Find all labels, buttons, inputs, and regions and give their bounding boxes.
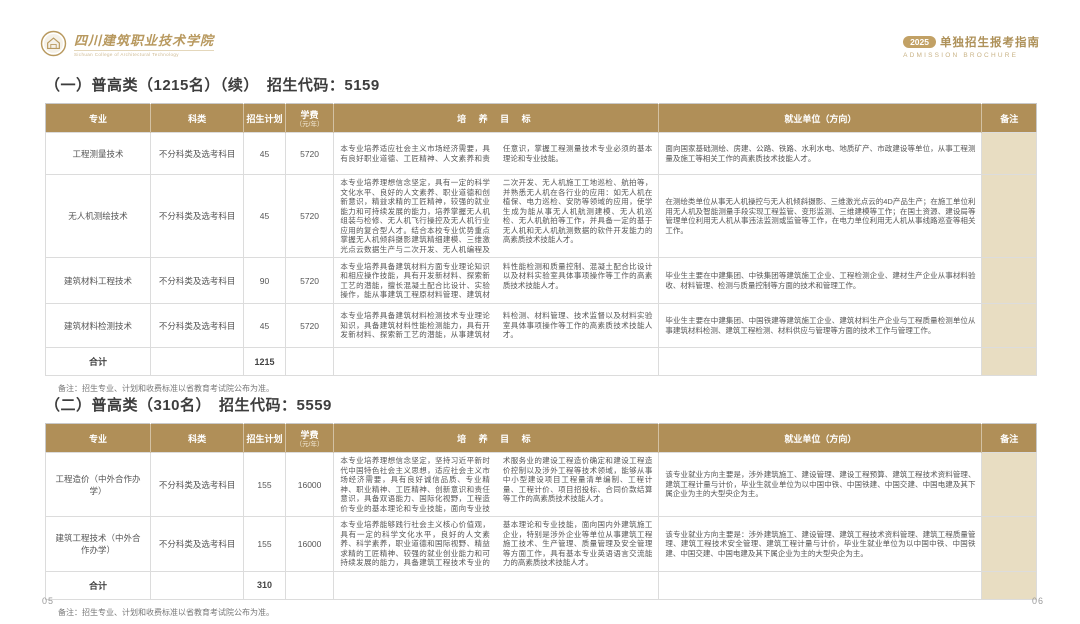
table-row: 工程测量技术 不分科类及选考科目 45 5720 本专业培养适应社会主义市场经济…: [44, 132, 1037, 175]
admission-table-5559: 专业 科类 招生计划 学费 （元/年） 培 养 目 标 就业单位（方向） 备注 …: [44, 423, 1037, 600]
brochure-title: 单独招生报考指南: [940, 35, 1040, 49]
section1-title: （一）普高类（1215名）（续） 招生代码：5159: [45, 77, 380, 94]
brochure-brand: 2025 单独招生报考指南 ADMISSION BROCHURE: [903, 34, 1040, 59]
remark-cell: [981, 516, 1037, 572]
goal-cell: 本专业培养具备建筑材料方面专业理论知识和相应操作技能，具有开发新材料、探索新工艺…: [333, 257, 660, 304]
major-cell: 建筑材料工程技术: [44, 257, 152, 304]
remark-cell: [981, 452, 1037, 517]
plan-cell: 45: [243, 174, 286, 258]
plan-cell: 90: [243, 257, 286, 304]
category-cell: 不分科类及选考科目: [150, 174, 245, 258]
header-goal: 培 养 目 标: [333, 103, 660, 133]
major-cell: 建筑工程技术（中外合作办学）: [44, 516, 152, 572]
section-putonggao-310: （二）普高类（310名） 招生代码：5559 专业 科类 招生计划 学费 （元/…: [44, 394, 1039, 618]
goal-cell: 本专业培养具备建筑材料检测技术专业理论知识，具备建筑材料性能检测能力，具有开发新…: [333, 303, 660, 348]
employment-cell: 该专业就业方向主要是，涉外建筑施工、建设管理、建设工程预算、建筑工程技术资料管理…: [658, 452, 983, 517]
employment-cell: 在测绘类单位从事无人机操控与无人机倾斜摄影、三维激光点云的4D产品生产；在施工单…: [658, 174, 983, 258]
header-plan: 招生计划: [243, 423, 286, 453]
header-remark: 备注: [981, 423, 1037, 453]
category-cell: 不分科类及选考科目: [150, 132, 245, 175]
header-category: 科类: [150, 103, 245, 133]
goal-cell: 本专业培养理想信念坚定，坚持习近平新时代中国特色社会主义思想，适应社会主义市场经…: [333, 452, 660, 517]
college-name-english: Sichuan College of Architectural Technol…: [74, 50, 215, 57]
total-label: 合计: [44, 570, 152, 600]
table-row: 工程造价（中外合作办学） 不分科类及选考科目 155 16000 本专业培养理想…: [44, 452, 1037, 517]
header-major: 专业: [45, 103, 152, 133]
remark-cell: [981, 257, 1037, 304]
header-category: 科类: [150, 423, 245, 453]
header-plan: 招生计划: [243, 103, 286, 133]
total-plan-value: 310: [243, 570, 286, 600]
header-employment: 就业单位（方向）: [658, 423, 983, 453]
table-row: 建筑工程技术（中外合作办学） 不分科类及选考科目 155 16000 本专业培养…: [44, 516, 1037, 572]
total-row: 合计 1215: [44, 347, 1037, 376]
table-row: 无人机测绘技术 不分科类及选考科目 45 5720 本专业培养理想信念坚定，具有…: [44, 174, 1037, 258]
goal-cell: 本专业培养适应社会主义市场经济需要，具有良好职业道德、工匠精神、人文素养和责任意…: [333, 132, 660, 175]
category-cell: 不分科类及选考科目: [150, 516, 245, 572]
header-major: 专业: [45, 423, 152, 453]
total-label: 合计: [44, 347, 152, 376]
major-cell: 建筑材料检测技术: [44, 303, 152, 348]
table-header-row: 专业 科类 招生计划 学费 （元/年） 培 养 目 标 就业单位（方向） 备注: [45, 423, 1037, 453]
major-cell: 无人机测绘技术: [44, 174, 152, 258]
major-cell: 工程造价（中外合作办学）: [44, 452, 152, 517]
section2-title: （二）普高类（310名） 招生代码：5559: [45, 397, 332, 414]
admission-table-5159: 专业 科类 招生计划 学费 （元/年） 培 养 目 标 就业单位（方向） 备注 …: [44, 103, 1037, 376]
table-row: 建筑材料检测技术 不分科类及选考科目 45 5720 本专业培养具备建筑材料检测…: [44, 303, 1037, 348]
fee-cell: 16000: [284, 516, 335, 572]
table-header-row: 专业 科类 招生计划 学费 （元/年） 培 养 目 标 就业单位（方向） 备注: [45, 103, 1037, 133]
header-fee: 学费 （元/年）: [285, 423, 335, 453]
remark-cell: [981, 174, 1037, 258]
goal-cell: 本专业培养理想信念坚定，具有一定的科学文化水平、良好的人文素养、职业道德和创新意…: [333, 174, 660, 258]
category-cell: 不分科类及选考科目: [150, 303, 245, 348]
header-goal: 培 养 目 标: [333, 423, 660, 453]
fee-cell: 5720: [284, 132, 335, 175]
college-logo: 四川建筑职业技术学院 Sichuan College of Architectu…: [40, 30, 215, 57]
college-seal-icon: [40, 30, 67, 57]
header-employment: 就业单位（方向）: [658, 103, 983, 133]
total-plan-value: 1215: [243, 347, 286, 376]
category-cell: 不分科类及选考科目: [150, 452, 245, 517]
table-row: 建筑材料工程技术 不分科类及选考科目 90 5720 本专业培养具备建筑材料方面…: [44, 257, 1037, 304]
major-cell: 工程测量技术: [44, 132, 152, 175]
remark-cell: [981, 303, 1037, 348]
employment-cell: 该专业就业方向主要是：涉外建筑施工、建设管理、建筑工程技术资料管理、建筑工程质量…: [658, 516, 983, 572]
employment-cell: 面向国家基础测绘、房建、公路、铁路、水利水电、地质矿产、市政建设等单位，从事工程…: [658, 132, 983, 175]
section-putonggao-1215: （一）普高类（1215名）（续） 招生代码：5159 专业 科类 招生计划 学费…: [44, 74, 1039, 394]
fee-cell: 5720: [284, 303, 335, 348]
category-cell: 不分科类及选考科目: [150, 257, 245, 304]
header-fee: 学费 （元/年）: [285, 103, 335, 133]
plan-cell: 155: [243, 452, 286, 517]
goal-cell: 本专业培养能够践行社会主义核心价值观，具有一定的科学文化水平，良好的人文素养、科…: [333, 516, 660, 572]
fee-cell: 5720: [284, 257, 335, 304]
employment-cell: 毕业生主要在中建集团、中国铁建等建筑施工企业、建筑材料生产企业与工程质量检测单位…: [658, 303, 983, 348]
table-footnote: 备注：招生专业、计划和收费标准以省教育考试院公布为准。: [58, 607, 274, 617]
total-row: 合计 310: [44, 570, 1037, 600]
table-footnote: 备注：招生专业、计划和收费标准以省教育考试院公布为准。: [58, 384, 274, 393]
plan-cell: 155: [243, 516, 286, 572]
brochure-subtitle: ADMISSION BROCHURE: [903, 52, 1019, 59]
remark-cell: [981, 132, 1037, 175]
plan-cell: 45: [243, 303, 286, 348]
header-remark: 备注: [981, 103, 1037, 133]
employment-cell: 毕业生主要在中建集团、中铁集团等建筑施工企业、工程检测企业、建材生产企业从事材料…: [658, 257, 983, 304]
college-name: 四川建筑职业技术学院: [74, 34, 215, 49]
fee-cell: 5720: [284, 174, 335, 258]
page-number-left: 05: [42, 596, 55, 606]
fee-cell: 16000: [284, 452, 335, 517]
page-number-right: 06: [1031, 596, 1044, 606]
plan-cell: 45: [243, 132, 286, 175]
year-badge: 2025: [903, 36, 936, 48]
